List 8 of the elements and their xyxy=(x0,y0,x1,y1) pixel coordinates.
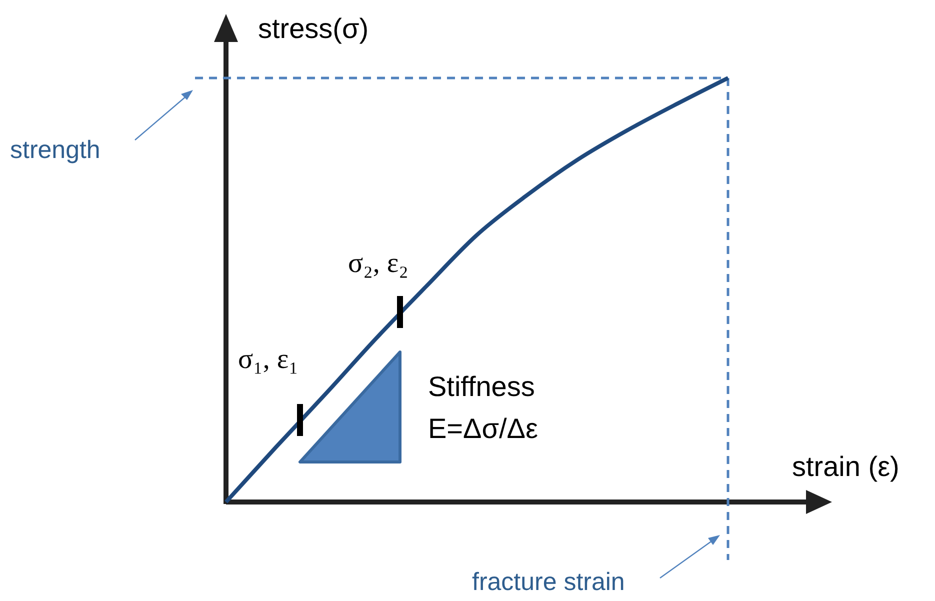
y-axis-title: stress(σ) xyxy=(258,13,369,44)
annotation: σ₂, ε₂ xyxy=(348,248,408,279)
x-axis-title: strain (ε) xyxy=(792,451,900,482)
annotation: σ₁, ε₁ xyxy=(238,344,298,375)
text: fracture strain xyxy=(472,568,625,596)
annotation: E=Δσ/Δε xyxy=(428,413,538,444)
text: strength xyxy=(10,136,100,164)
annotation: Stiffness xyxy=(428,371,535,402)
